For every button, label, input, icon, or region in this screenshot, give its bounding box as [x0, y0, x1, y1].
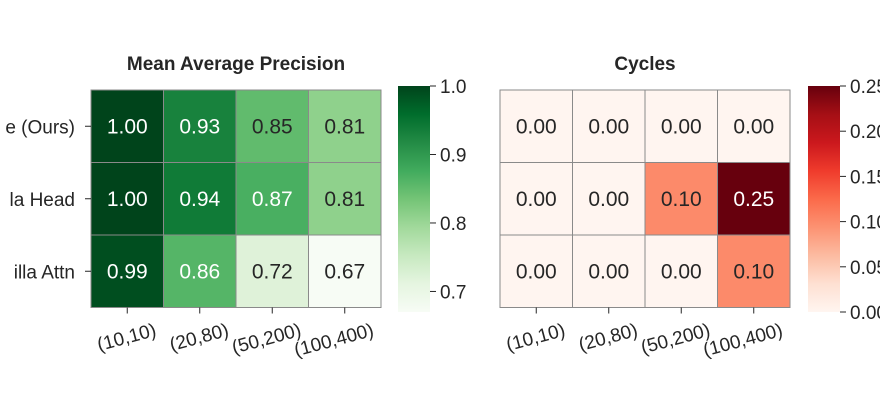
cell-value-label: 0.00	[733, 115, 774, 138]
cell-value-label: 0.00	[516, 260, 557, 283]
colorbar-tick-label: 0.05	[850, 258, 880, 279]
cell-value-label: 0.81	[324, 115, 365, 138]
col-label: (50,200)	[639, 320, 713, 359]
heatmap-cell	[572, 162, 646, 236]
cell-value-label: 0.00	[588, 188, 629, 211]
row-label: la Head	[10, 190, 76, 211]
heatmap-cell	[499, 162, 573, 236]
cell-value-label: 0.93	[179, 115, 220, 138]
cell-value-label: 0.00	[661, 115, 702, 138]
colorbar-tick-label: 0.20	[850, 122, 880, 143]
cell-value-label: 1.00	[107, 115, 148, 138]
colorbar-tick-label: 0.15	[850, 167, 880, 188]
cell-value-label: 0.86	[179, 260, 220, 283]
cell-value-label: 0.00	[588, 260, 629, 283]
heatmap-cell	[644, 234, 718, 308]
col-label: (100,400)	[292, 320, 376, 361]
chart-title: Mean Average Precision	[127, 54, 345, 75]
cell-value-label: 0.00	[661, 260, 702, 283]
row-label: illa Attn	[14, 262, 75, 283]
cell-value-label: 0.81	[324, 188, 365, 211]
heatmap-cell	[717, 234, 791, 308]
col-label: (50,200)	[230, 320, 304, 359]
cell-value-label: 0.10	[661, 188, 702, 211]
heatmap-cell	[308, 89, 382, 163]
colorbar	[398, 86, 430, 312]
chart-title: Cycles	[614, 54, 675, 75]
colorbar-tick-label: 0.25	[850, 77, 880, 98]
heatmap-cell	[163, 234, 237, 308]
colorbar-tick-label: 0.8	[440, 214, 466, 235]
cell-value-label: 0.00	[588, 115, 629, 138]
colorbar-tick-label: 1.0	[440, 77, 466, 98]
heatmap-cell	[499, 89, 573, 163]
cell-value-label: 0.94	[179, 188, 220, 211]
cell-value-label: 0.25	[733, 188, 774, 211]
heatmap-cell	[572, 89, 646, 163]
col-label: (20,80)	[576, 320, 640, 356]
heatmap-cell	[717, 89, 791, 163]
heatmap-cell	[235, 89, 309, 163]
heatmap-cell	[308, 234, 382, 308]
cell-value-label: 0.67	[324, 260, 365, 283]
heatmap-cell	[163, 162, 237, 236]
cell-value-label: 0.87	[252, 188, 293, 211]
heatmap-cell	[499, 234, 573, 308]
heatmap-cell	[644, 162, 718, 236]
cell-value-label: 0.00	[516, 188, 557, 211]
colorbar-tick-label: 0.9	[440, 145, 466, 166]
cell-value-label: 1.00	[107, 188, 148, 211]
col-label: (20,80)	[167, 320, 231, 356]
colorbar-tick-label: 0.00	[850, 303, 880, 324]
col-label: (100,400)	[701, 320, 785, 361]
colorbar-tick-label: 0.10	[850, 213, 880, 234]
cell-value-label: 0.85	[252, 115, 293, 138]
col-label: (10,10)	[95, 320, 159, 356]
heatmap-cell	[163, 89, 237, 163]
colorbar-tick-label: 0.7	[440, 282, 466, 303]
cell-value-label: 0.10	[733, 260, 774, 283]
col-label: (10,10)	[504, 320, 568, 356]
heatmap-cell	[308, 162, 382, 236]
colorbar	[808, 86, 840, 312]
heatmap-cell	[717, 162, 791, 236]
heatmap-cell	[644, 89, 718, 163]
cell-value-label: 0.72	[252, 260, 293, 283]
cell-value-label: 0.00	[516, 115, 557, 138]
cell-value-label: 0.99	[107, 260, 148, 283]
row-label: e (Ours)	[5, 117, 75, 138]
heatmap-cell	[90, 162, 164, 236]
heatmap-cell	[90, 89, 164, 163]
heatmap-cell	[572, 234, 646, 308]
